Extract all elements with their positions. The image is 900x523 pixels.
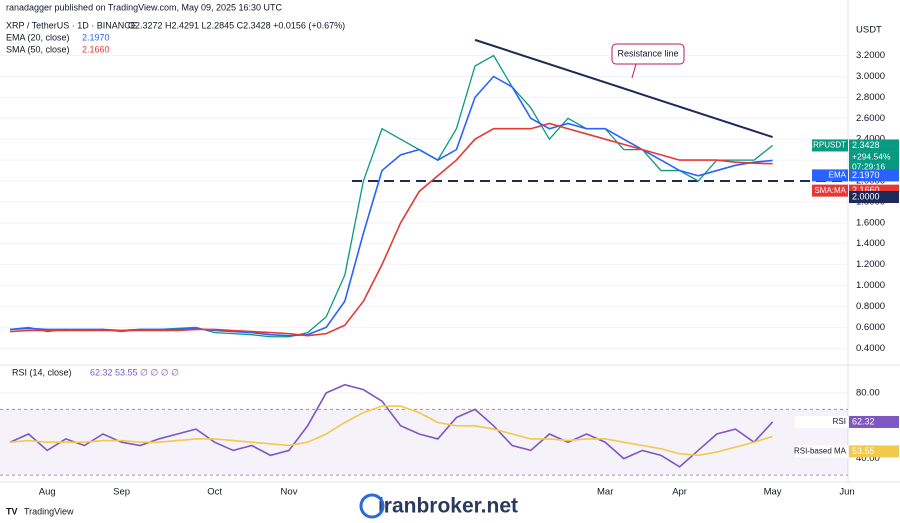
y-tick-label: 2.8000 bbox=[856, 92, 885, 103]
countdown-label: 07:29:16 bbox=[852, 162, 885, 172]
value-tag bbox=[849, 415, 899, 428]
symbol: XRP / TetherUS · 1D · BINANCE bbox=[6, 20, 137, 30]
tag bbox=[795, 415, 848, 428]
support-label: 2.0000 bbox=[852, 191, 880, 201]
value-label: 2.1970 bbox=[852, 170, 880, 180]
value-tag bbox=[849, 191, 899, 203]
y-tick-label: 2.6000 bbox=[856, 113, 885, 124]
series-name: RSI-based MA bbox=[794, 446, 847, 455]
annotation: Resistance line bbox=[617, 48, 678, 58]
series-name: SMA:MA bbox=[814, 186, 846, 195]
x-tick-label: May bbox=[764, 487, 782, 498]
footer-logo: TV bbox=[6, 506, 18, 516]
y-tick-label: 80.00 bbox=[856, 387, 880, 398]
value-label: 2.1660 bbox=[852, 185, 880, 195]
annotation-pointer bbox=[631, 63, 637, 79]
sma-legend: SMA (50, close) bbox=[6, 44, 70, 54]
value-label: 53.55 bbox=[852, 446, 875, 456]
value-tag bbox=[849, 151, 899, 174]
rsi-legend-values: 62.32 53.55 ∅ ∅ ∅ ∅ bbox=[90, 367, 179, 377]
y-axis-label: USDT bbox=[856, 25, 882, 36]
footer: TradingView bbox=[24, 506, 74, 516]
change-label: +294.54% bbox=[852, 152, 891, 162]
value-label: 2.3428 bbox=[852, 140, 880, 150]
sma-value: 2.1660 bbox=[82, 44, 110, 54]
y-tick-label: 3.0000 bbox=[856, 71, 885, 82]
x-tick-label: Mar bbox=[597, 487, 613, 498]
series-line bbox=[9, 405, 773, 457]
watermark-logo bbox=[359, 493, 385, 519]
tag bbox=[795, 445, 848, 458]
series-line bbox=[9, 75, 773, 337]
x-tick-label: Oct bbox=[207, 487, 222, 498]
tag bbox=[812, 169, 848, 182]
series-name: EMA bbox=[829, 171, 847, 180]
series-line bbox=[9, 383, 774, 468]
y-tick-label: 1.0000 bbox=[856, 280, 885, 291]
annotation-box bbox=[611, 43, 685, 65]
y-tick-label: 3.2000 bbox=[856, 50, 885, 61]
series-name: XRPUSDT bbox=[808, 141, 846, 150]
ema-value: 2.1970 bbox=[82, 32, 110, 42]
series-line bbox=[9, 122, 773, 337]
watermark: iranbroker.net bbox=[378, 495, 518, 518]
ohlc: O2.3272 H2.4291 L2.2845 C2.3428 +0.0156 … bbox=[128, 20, 345, 30]
ema-legend: EMA (20, close) bbox=[6, 32, 70, 42]
y-tick-label: 0.6000 bbox=[856, 322, 885, 333]
rsi-band bbox=[0, 409, 848, 476]
y-tick-label: 1.6000 bbox=[856, 217, 885, 228]
y-tick-label: 2.4000 bbox=[856, 134, 885, 145]
y-tick-label: 1.2000 bbox=[856, 259, 885, 270]
publisher: ranadagger published on TradingView.com,… bbox=[6, 2, 283, 12]
y-tick-label: 0.8000 bbox=[856, 301, 885, 312]
x-tick-label: Nov bbox=[281, 487, 298, 498]
value-tag bbox=[849, 169, 899, 182]
value-tag bbox=[849, 445, 899, 458]
x-tick-label: Aug bbox=[39, 487, 56, 498]
x-tick-label: Jun bbox=[839, 487, 854, 498]
resistance-line bbox=[474, 38, 773, 139]
x-tick-label: Apr bbox=[672, 487, 687, 498]
value-tag bbox=[849, 139, 899, 152]
y-tick-label: 0.4000 bbox=[856, 343, 885, 354]
tag bbox=[812, 139, 848, 152]
tag bbox=[812, 184, 848, 197]
value-label: 62.32 bbox=[852, 416, 875, 426]
x-tick-label: Sep bbox=[113, 487, 130, 498]
series-name: RSI bbox=[833, 417, 846, 426]
y-tick-label: 1.4000 bbox=[856, 238, 885, 249]
y-tick-label: 40.00 bbox=[856, 453, 880, 464]
rsi-title: RSI (14, close) bbox=[12, 367, 72, 377]
